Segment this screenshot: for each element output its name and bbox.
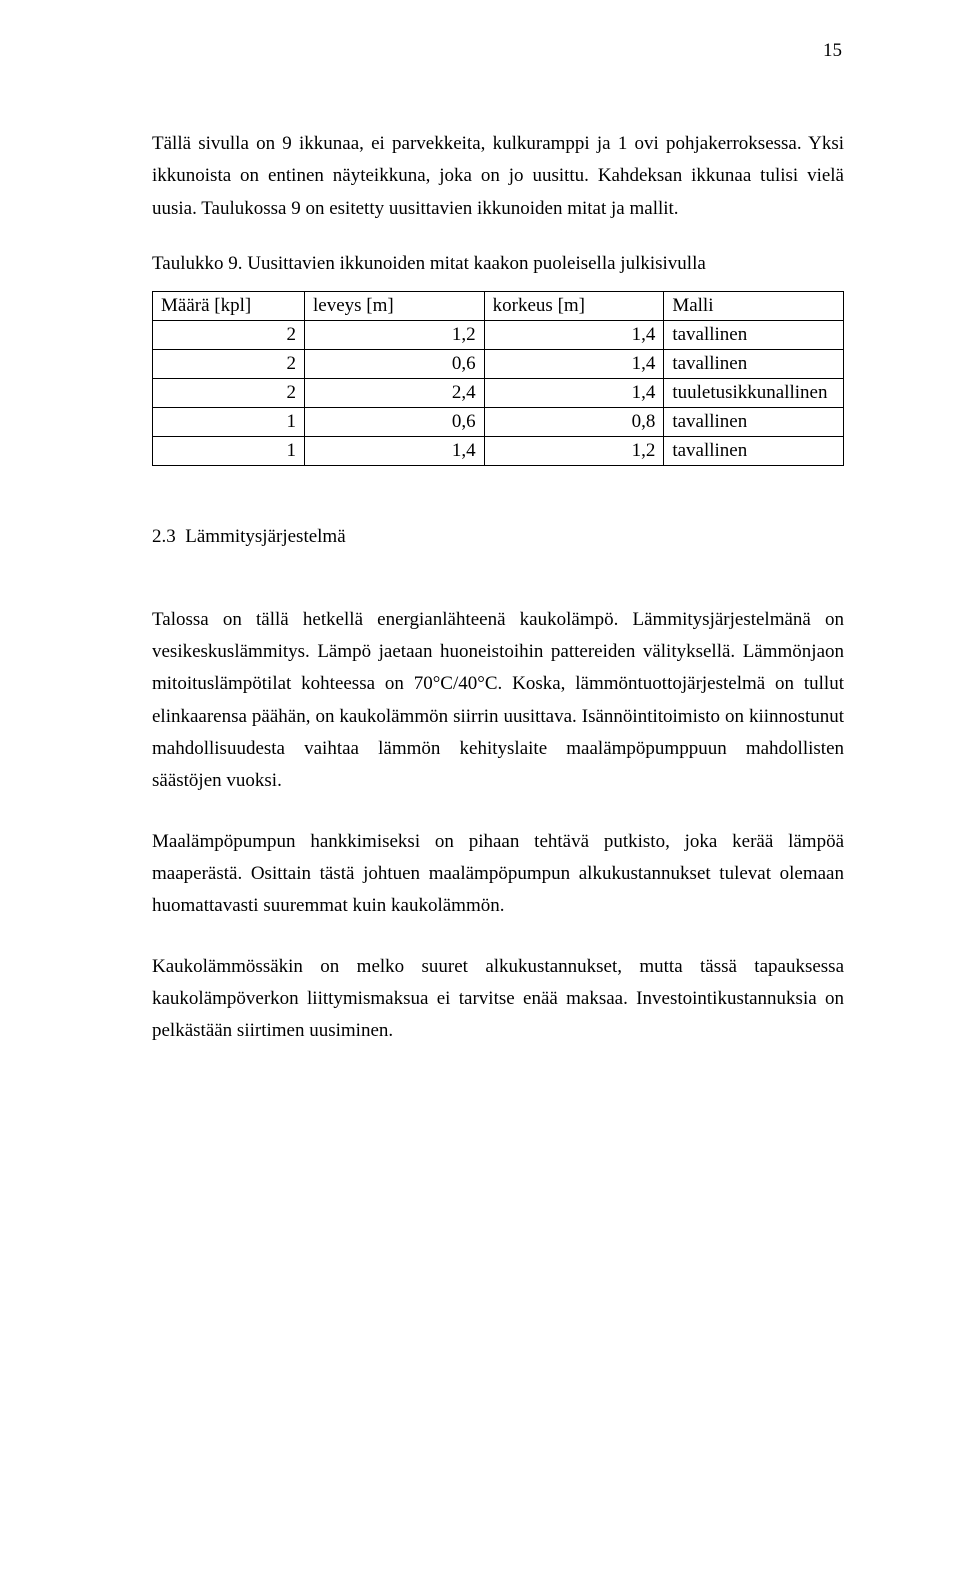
cell-height: 0,8 xyxy=(484,407,664,436)
col-header-count: Määrä [kpl] xyxy=(153,291,305,320)
intro-paragraph: Tällä sivulla on 9 ikkunaa, ei parvekkei… xyxy=(152,128,844,225)
cell-count: 2 xyxy=(153,320,305,349)
cell-count: 2 xyxy=(153,378,305,407)
cell-count: 1 xyxy=(153,407,305,436)
cell-model: tuuletusikkunallinen xyxy=(664,378,844,407)
cell-width: 1,4 xyxy=(305,436,485,465)
cell-width: 1,2 xyxy=(305,320,485,349)
cell-height: 1,4 xyxy=(484,320,664,349)
cell-count: 2 xyxy=(153,349,305,378)
cell-model: tavallinen xyxy=(664,436,844,465)
cell-model: tavallinen xyxy=(664,349,844,378)
table-row: 2 1,2 1,4 tavallinen xyxy=(153,320,844,349)
cell-width: 0,6 xyxy=(305,349,485,378)
body-paragraph-3: Kaukolämmössäkin on melko suuret alkukus… xyxy=(152,951,844,1048)
cell-model: tavallinen xyxy=(664,407,844,436)
page-number: 15 xyxy=(823,40,842,62)
section-heading: 2.3 Lämmitysjärjestelmä xyxy=(152,526,844,548)
section-title: Lämmitysjärjestelmä xyxy=(185,526,345,547)
table-row: 2 2,4 1,4 tuuletusikkunallinen xyxy=(153,378,844,407)
cell-model: tavallinen xyxy=(664,320,844,349)
table-row: 1 0,6 0,8 tavallinen xyxy=(153,407,844,436)
col-header-width: leveys [m] xyxy=(305,291,485,320)
cell-height: 1,2 xyxy=(484,436,664,465)
col-header-height: korkeus [m] xyxy=(484,291,664,320)
section-number: 2.3 xyxy=(152,526,176,547)
window-dimensions-table: Määrä [kpl] leveys [m] korkeus [m] Malli… xyxy=(152,291,844,466)
cell-count: 1 xyxy=(153,436,305,465)
document-page: 15 Tällä sivulla on 9 ikkunaa, ei parvek… xyxy=(0,0,960,1596)
cell-height: 1,4 xyxy=(484,349,664,378)
table-header-row: Määrä [kpl] leveys [m] korkeus [m] Malli xyxy=(153,291,844,320)
body-paragraph-2: Maalämpöpumpun hankkimiseksi on pihaan t… xyxy=(152,826,844,923)
cell-width: 2,4 xyxy=(305,378,485,407)
table-row: 1 1,4 1,2 tavallinen xyxy=(153,436,844,465)
table-row: 2 0,6 1,4 tavallinen xyxy=(153,349,844,378)
cell-height: 1,4 xyxy=(484,378,664,407)
body-paragraph-1: Talossa on tällä hetkellä energianlähtee… xyxy=(152,604,844,798)
table-caption: Taulukko 9. Uusittavien ikkunoiden mitat… xyxy=(152,253,844,275)
col-header-model: Malli xyxy=(664,291,844,320)
cell-width: 0,6 xyxy=(305,407,485,436)
